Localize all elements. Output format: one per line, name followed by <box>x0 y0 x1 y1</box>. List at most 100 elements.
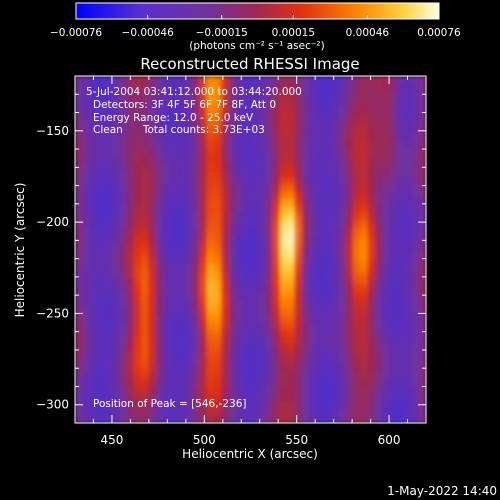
heatmap-cell <box>404 169 412 178</box>
heatmap-cell <box>250 336 259 345</box>
heatmap-cell <box>133 329 142 337</box>
heatmap-cell <box>243 148 252 157</box>
heatmap-cell <box>213 350 222 359</box>
heatmap-cell <box>279 314 288 323</box>
heatmap-cell <box>96 126 105 135</box>
heatmap-cell <box>396 365 405 373</box>
heatmap-cell <box>272 141 281 149</box>
heatmap-cell <box>192 256 200 265</box>
heatmap-cell <box>140 83 149 92</box>
heatmap-cell <box>221 329 230 337</box>
heatmap-cell <box>133 112 142 120</box>
heatmap-cell <box>126 198 135 207</box>
heatmap-cell <box>250 271 259 280</box>
heatmap-cell <box>184 386 193 395</box>
heatmap-cell <box>155 97 164 106</box>
heatmap-cell <box>140 357 149 366</box>
heatmap-cell <box>309 242 317 251</box>
heatmap-cell <box>206 112 215 120</box>
heatmap-cell <box>374 206 383 214</box>
heatmap-cell <box>330 90 339 99</box>
heatmap-cell <box>133 401 142 410</box>
heatmap-cell <box>309 155 317 164</box>
heatmap-cell <box>235 394 244 402</box>
heatmap-cell <box>162 256 171 265</box>
heatmap-cell <box>301 394 310 402</box>
heatmap-cell <box>309 177 317 186</box>
heatmap-cell <box>396 119 405 128</box>
heatmap-cell <box>243 329 252 337</box>
heatmap-cell <box>360 285 369 294</box>
heatmap-cell <box>279 357 288 366</box>
heatmap-cell <box>118 191 127 200</box>
heatmap-cell <box>367 242 376 251</box>
heatmap-cell <box>250 350 259 359</box>
heatmap-cell <box>126 408 135 417</box>
heatmap-cell <box>250 394 259 402</box>
heatmap-cell <box>309 278 317 287</box>
heatmap-cell <box>411 271 420 280</box>
heatmap-cell <box>345 292 354 301</box>
heatmap-cell <box>184 220 193 229</box>
heatmap-cell <box>287 169 295 178</box>
heatmap-cell <box>89 321 98 330</box>
heatmap-cell <box>89 198 98 207</box>
heatmap-cell <box>89 271 98 280</box>
heatmap-cell <box>411 278 420 287</box>
heatmap-cell <box>206 365 215 373</box>
heatmap-cell <box>265 401 274 410</box>
heatmap-cell <box>396 242 405 251</box>
heatmap-cell <box>89 278 98 287</box>
heatmap-cell <box>155 162 164 171</box>
heatmap-cell <box>352 104 361 113</box>
heatmap-cell <box>301 285 310 294</box>
y-tick-label: −200 <box>36 215 69 229</box>
heatmap-cell <box>104 321 113 330</box>
heatmap-cell <box>374 386 383 395</box>
heatmap-cell <box>338 336 347 345</box>
heatmap-cell <box>382 119 391 128</box>
heatmap-cell <box>345 162 354 171</box>
heatmap-cell <box>330 235 339 243</box>
heatmap-cell <box>104 329 113 337</box>
heatmap-cell <box>199 177 208 186</box>
heatmap-cell <box>192 177 200 186</box>
annotations: 5-Jul-2004 03:41:12.000 to 03:44:20.000 … <box>86 86 302 410</box>
heatmap-cell <box>250 379 259 388</box>
heatmap-cell <box>301 249 310 258</box>
heatmap-cell <box>411 300 420 308</box>
heatmap-cell <box>199 357 208 366</box>
heatmap-cell <box>301 227 310 236</box>
x-tick-label: 500 <box>193 433 216 447</box>
heatmap-cell <box>250 155 259 164</box>
heatmap-cell <box>206 126 215 135</box>
heatmap-cell <box>345 343 354 352</box>
heatmap-cell <box>287 386 295 395</box>
heatmap-cell <box>221 155 230 164</box>
heatmap-cell <box>345 285 354 294</box>
heatmap-cell <box>82 242 91 251</box>
heatmap-cell <box>345 394 354 402</box>
heatmap-cell <box>199 256 208 265</box>
heatmap-cell <box>323 191 332 200</box>
heatmap-cell <box>213 90 222 99</box>
heatmap-cell <box>352 285 361 294</box>
heatmap-cell <box>184 401 193 410</box>
heatmap-cell <box>170 191 178 200</box>
heatmap-cell <box>111 141 120 149</box>
heatmap-cell <box>404 206 412 214</box>
heatmap-cell <box>96 278 105 287</box>
heatmap-cell <box>382 285 391 294</box>
heatmap-cell <box>309 76 317 84</box>
heatmap-cell <box>199 76 208 84</box>
heatmap-cell <box>140 300 149 308</box>
heatmap-cell <box>199 365 208 373</box>
heatmap-cell <box>170 177 178 186</box>
heatmap-cell <box>272 300 281 308</box>
heatmap-cell <box>162 372 171 381</box>
heatmap-cell <box>104 141 113 149</box>
heatmap-cell <box>199 401 208 410</box>
heatmap-cell <box>418 213 426 222</box>
heatmap-cell <box>330 386 339 395</box>
heatmap-cell <box>221 372 230 381</box>
